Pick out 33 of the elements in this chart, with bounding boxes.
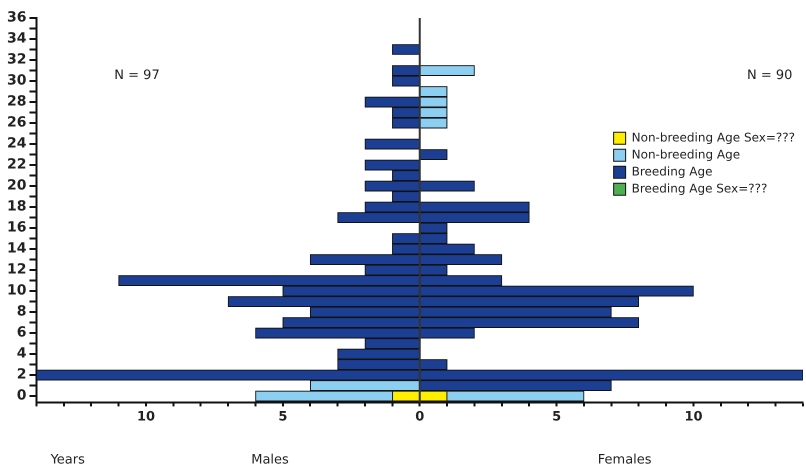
legend-label: Non-breeding Age Sex=???: [632, 130, 796, 144]
y-tick-label: 14: [7, 240, 27, 257]
x-tick-label: 10: [136, 410, 156, 425]
legend-label: Non-breeding Age: [632, 147, 740, 162]
y-tick-label: 22: [7, 156, 26, 173]
y-tick-label: 20: [7, 178, 27, 194]
y-tick-label: 0: [16, 388, 27, 404]
annotation: N = 97: [114, 68, 160, 83]
y-tick-label: 2: [16, 366, 26, 383]
legend-label: Breeding Age Sex=???: [632, 181, 768, 196]
y-tick-label: 24: [7, 136, 27, 152]
legend-label: Breeding Age: [632, 164, 713, 178]
x-tick-label: 5: [552, 410, 562, 425]
y-tick-label: 36: [7, 10, 26, 26]
y-tick-label: 12: [7, 262, 26, 278]
y-tick-label: 4: [16, 346, 27, 362]
y-tick-label: 32: [7, 52, 26, 68]
x-tick-label: 5: [278, 410, 288, 425]
x-tick-label: 0: [415, 410, 424, 425]
x-tick-label: 10: [684, 410, 703, 425]
y-tick-label: 6: [16, 324, 26, 341]
text: Females: [598, 452, 652, 468]
text: Males: [251, 452, 290, 468]
y-tick-label: 10: [7, 282, 27, 299]
y-tick-label: 8: [16, 304, 26, 320]
y-tick-label: 26: [7, 114, 26, 131]
text: Years: [50, 452, 86, 468]
y-tick-label: 34: [7, 30, 27, 47]
annotation: N = 90: [747, 68, 792, 83]
y-tick-label: 18: [7, 198, 26, 215]
y-tick-label: 16: [7, 220, 26, 236]
y-tick-label: 28: [7, 94, 26, 110]
y-tick-label: 30: [7, 72, 27, 89]
